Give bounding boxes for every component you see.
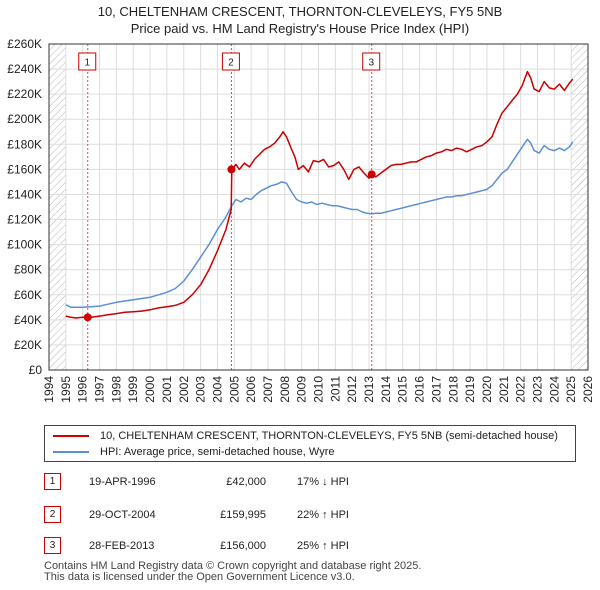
sale-row-2: 2 29-OCT-2004 £159,995 22% ↑ HPI	[0, 505, 600, 525]
legend: 10, CHELTENHAM CRESCENT, THORNTON-CLEVEL…	[44, 425, 576, 462]
x-tick-label: 2025	[564, 376, 578, 403]
property-price-line	[65, 70, 574, 319]
sale-hpi-comparison: 17% ↓ HPI	[297, 476, 349, 488]
hatched-region-1	[571, 44, 588, 370]
hpi-line	[65, 138, 574, 309]
hatched-region-0	[49, 44, 66, 370]
x-tick-label: 2014	[379, 376, 393, 403]
sale-marker-box-2: 2	[221, 52, 240, 71]
y-tick-label: £20K	[14, 338, 42, 352]
x-tick-label: 2021	[497, 376, 511, 403]
y-tick-label: £260K	[7, 37, 42, 51]
y-tick-label: £0	[29, 363, 43, 377]
x-tick-label: 2023	[530, 376, 544, 403]
x-tick-label: 2026	[581, 376, 595, 403]
x-tick-label: 1995	[59, 376, 73, 403]
y-tick-label: £160K	[7, 162, 42, 176]
sale-price: £156,000	[220, 540, 266, 552]
x-tick-label: 2005	[227, 376, 241, 403]
y-tick-label: £120K	[7, 213, 42, 227]
sale-marker-box-rect	[221, 52, 240, 71]
sale-row-1: 1 19-APR-1996 £42,000 17% ↓ HPI	[0, 472, 600, 492]
chart-title-line1: 10, CHELTENHAM CRESCENT, THORNTON-CLEVEL…	[97, 4, 503, 19]
y-tick-label: £220K	[7, 87, 42, 101]
sale-row-3: 3 28-FEB-2013 £156,000 25% ↑ HPI	[0, 536, 600, 556]
x-tick-label: 2015	[396, 376, 410, 403]
sale-price: £159,995	[220, 509, 266, 521]
x-tick-label: 2024	[547, 376, 561, 403]
y-tick-label: £240K	[7, 62, 42, 76]
legend-label-property: 10, CHELTENHAM CRESCENT, THORNTON-CLEVEL…	[100, 430, 558, 442]
legend-label-hpi: HPI: Average price, semi-detached house,…	[100, 446, 335, 458]
x-tick-label: 2010	[312, 376, 326, 403]
x-tick-label: 2013	[362, 376, 376, 403]
x-tick-label: 2019	[463, 376, 477, 403]
x-tick-label: 2008	[278, 376, 292, 403]
x-tick-label: 2002	[177, 376, 191, 403]
sale-date: 28-FEB-2013	[89, 540, 155, 552]
sale-price: £42,000	[226, 476, 266, 488]
x-tick-label: 2011	[328, 376, 342, 402]
legend-line-hpi	[53, 451, 89, 453]
x-tick-label: 1999	[126, 376, 140, 403]
sale-marker-box-1: 1	[78, 52, 97, 71]
x-tick-label: 1998	[109, 376, 123, 403]
x-tick-label: 2003	[194, 376, 208, 403]
sale-point-3	[367, 170, 376, 179]
sale-point-1	[83, 313, 92, 322]
x-tick-label: 2007	[261, 376, 275, 403]
sale-marker-box-label: 1	[84, 58, 90, 69]
x-tick-label: 1996	[76, 376, 90, 403]
sale-marker-box-label: 2	[228, 58, 234, 69]
sale-marker-box-label: 3	[368, 58, 374, 69]
sale-marker-box-rect	[362, 52, 381, 71]
x-tick-label: 2001	[160, 376, 174, 403]
sale-marker-box-3: 3	[362, 52, 381, 71]
footer: Contains HM Land Registry data © Crown c…	[44, 561, 421, 583]
y-tick-label: £140K	[7, 187, 42, 201]
footer-licence: This data is licensed under the Open Gov…	[44, 571, 355, 583]
x-tick-label: 2018	[446, 376, 460, 403]
x-tick-label: 1994	[42, 376, 56, 403]
y-tick-label: £200K	[7, 112, 42, 126]
x-tick-label: 2012	[345, 376, 359, 403]
x-tick-label: 2016	[413, 376, 427, 403]
x-tick-label: 2017	[429, 376, 443, 403]
y-tick-label: £100K	[7, 238, 42, 252]
sale-number-badge: 3	[44, 537, 61, 554]
sale-number-badge: 1	[44, 473, 61, 490]
y-tick-label: £180K	[7, 137, 42, 151]
footer-copyright: Contains HM Land Registry data © Crown c…	[44, 560, 422, 572]
sale-date: 19-APR-1996	[89, 476, 156, 488]
sale-point-2	[227, 165, 236, 174]
sale-marker-box-rect	[78, 52, 97, 71]
x-tick-label: 2022	[514, 376, 528, 403]
y-tick-label: £60K	[14, 288, 42, 302]
y-tick-label: £80K	[14, 263, 42, 277]
sale-hpi-comparison: 25% ↑ HPI	[297, 540, 349, 552]
price-chart: £0 £20K £40K £60K £80K £100K £120K £140K £160K £1…	[7, 37, 595, 403]
sale-date: 29-OCT-2004	[89, 509, 156, 521]
x-tick-label: 2004	[210, 376, 224, 403]
x-tick-label: 1997	[93, 376, 107, 403]
x-tick-label: 2020	[480, 376, 494, 403]
plot-border	[48, 43, 589, 371]
sale-hpi-comparison: 22% ↑ HPI	[297, 509, 349, 521]
x-tick-label: 2009	[295, 376, 309, 403]
legend-line-property	[53, 435, 89, 437]
x-tick-label: 2006	[244, 376, 258, 403]
y-tick-label: £40K	[14, 313, 42, 327]
chart-title-line2: Price paid vs. HM Land Registry's House …	[130, 21, 470, 36]
sale-number-badge: 2	[44, 506, 61, 523]
x-tick-label: 2000	[143, 376, 157, 403]
